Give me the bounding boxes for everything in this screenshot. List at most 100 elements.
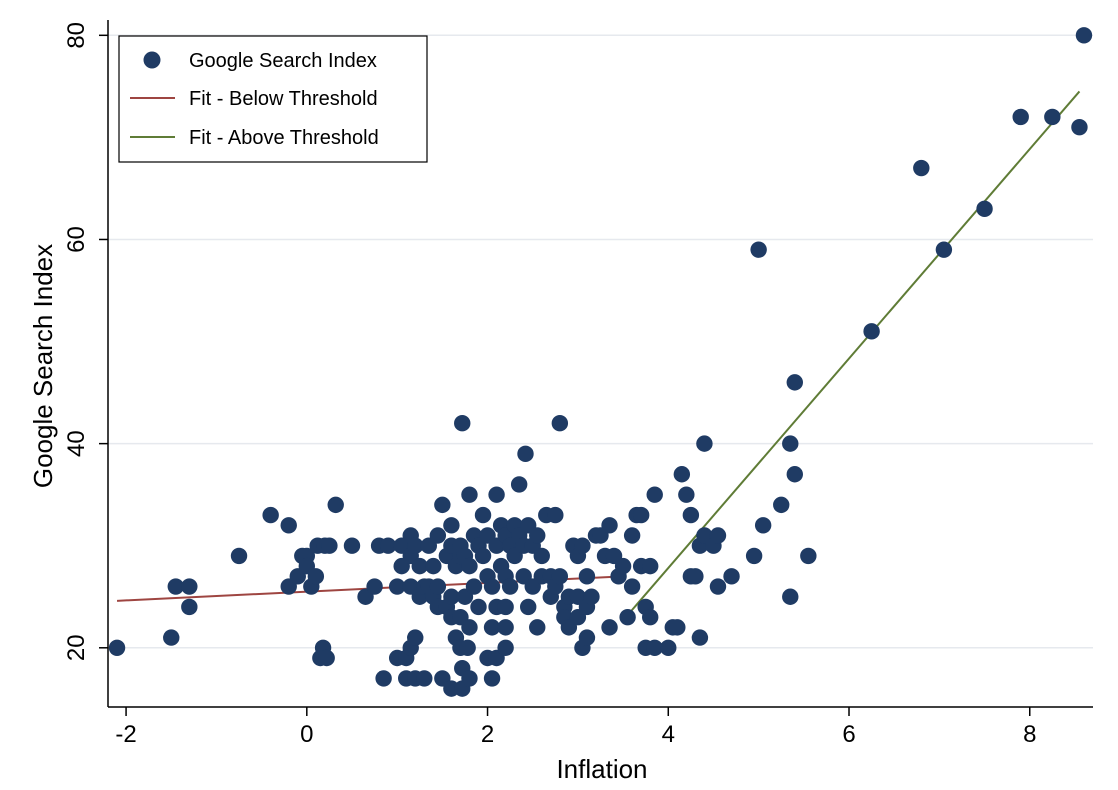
data-point (642, 557, 659, 575)
data-point (750, 241, 767, 258)
data-point (623, 527, 641, 544)
data-point (632, 506, 650, 524)
data-point (1071, 118, 1088, 136)
data-point (434, 496, 451, 514)
data-point (619, 608, 636, 626)
data-point (754, 517, 772, 534)
data-point (443, 588, 460, 605)
data-point (280, 517, 297, 534)
data-point (181, 598, 198, 616)
data-point (343, 537, 361, 554)
data-point (411, 557, 428, 575)
data-point (547, 506, 564, 524)
data-point (167, 578, 184, 595)
data-point (786, 374, 803, 391)
data-point (574, 537, 591, 554)
legend: Google Search Index Fit - Below Threshol… (118, 35, 428, 163)
data-point (682, 506, 700, 524)
data-point (321, 537, 338, 554)
data-point (678, 486, 695, 503)
data-point (407, 537, 424, 554)
data-point (935, 241, 953, 258)
legend-marker-scatter (143, 51, 161, 69)
data-point (497, 598, 514, 616)
x-tick-label: 8 (1023, 721, 1036, 748)
data-point (745, 547, 763, 565)
x-axis-title: Inflation (556, 754, 647, 784)
data-point (379, 537, 397, 554)
data-point (782, 435, 799, 452)
data-point (533, 547, 550, 565)
data-point (461, 486, 478, 503)
x-tick-label: -2 (115, 721, 136, 748)
data-point (782, 588, 799, 605)
data-point (723, 568, 740, 585)
data-point (696, 435, 713, 452)
data-point (786, 466, 803, 483)
tick-marks: 20 40 60 80 -2 0 2 4 6 8 (63, 22, 1036, 748)
data-point (913, 159, 930, 177)
data-point (510, 476, 528, 493)
data-point (307, 568, 325, 585)
data-point (388, 578, 406, 595)
data-point (520, 598, 537, 616)
data-point (976, 200, 993, 218)
x-tick-label: 6 (842, 721, 855, 748)
data-point (709, 578, 727, 595)
data-point (578, 629, 596, 646)
data-point (687, 568, 704, 585)
data-point (318, 649, 335, 667)
data-point (551, 568, 569, 585)
data-point (1044, 108, 1061, 126)
data-point (623, 578, 641, 595)
data-point (501, 578, 519, 595)
y-axis-title: Google Search Index (28, 244, 58, 488)
legend-label-fit-below: Fit - Below Threshold (189, 88, 378, 110)
data-points (108, 27, 1093, 697)
data-point (601, 619, 618, 636)
data-point (1012, 108, 1029, 126)
data-point (691, 629, 709, 646)
data-point (375, 670, 392, 687)
data-point (474, 547, 492, 565)
y-tick-label: 40 (63, 430, 90, 457)
data-point (646, 486, 663, 503)
x-tick-label: 4 (662, 721, 675, 748)
data-point (425, 557, 442, 575)
data-point (578, 568, 596, 585)
data-point (366, 578, 383, 595)
data-point (614, 557, 632, 575)
data-point (470, 598, 487, 616)
data-point (551, 415, 569, 432)
data-point (262, 506, 279, 524)
data-point (327, 496, 344, 514)
gridlines (108, 34, 1093, 649)
data-point (230, 547, 248, 565)
data-point (461, 557, 478, 575)
x-tick-label: 0 (300, 721, 313, 748)
data-point (583, 588, 600, 605)
data-point (163, 629, 180, 646)
data-point (465, 578, 483, 595)
data-point (497, 639, 514, 656)
data-point (863, 323, 880, 340)
data-point (483, 619, 501, 636)
data-point (429, 527, 447, 544)
data-point (517, 445, 534, 463)
data-point (108, 639, 126, 656)
axes (107, 20, 1093, 708)
data-point (709, 527, 727, 544)
data-point (416, 670, 433, 687)
data-point (459, 639, 476, 656)
data-point (443, 517, 460, 534)
data-point (601, 517, 618, 534)
data-point (474, 506, 492, 524)
data-point (669, 619, 686, 636)
data-point (1075, 27, 1093, 44)
data-point (529, 619, 546, 636)
data-point (429, 578, 447, 595)
data-point (660, 639, 677, 656)
data-point (673, 466, 691, 483)
y-tick-label: 60 (63, 226, 90, 253)
